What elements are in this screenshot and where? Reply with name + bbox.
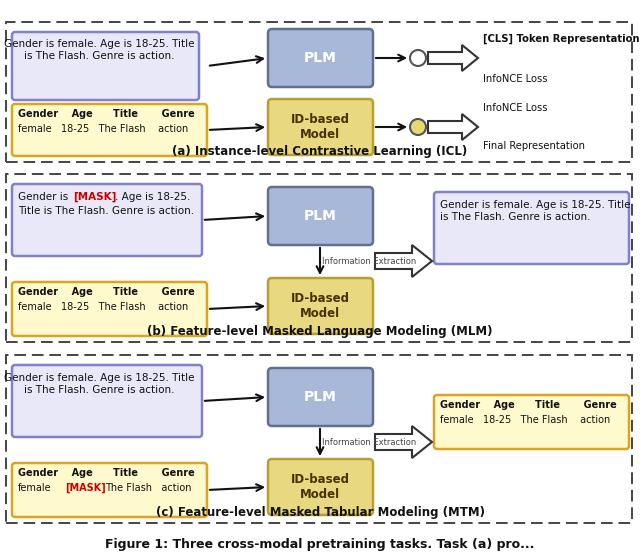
Text: Gender is female. Age is 18-25. Title
is The Flash. Genre is action.: Gender is female. Age is 18-25. Title is… xyxy=(4,39,195,60)
FancyBboxPatch shape xyxy=(434,395,629,449)
Text: PLM: PLM xyxy=(303,51,337,65)
Bar xyxy=(6,174,632,342)
Text: (c) Feature-level Masked Tabular Modeling (MTM): (c) Feature-level Masked Tabular Modelin… xyxy=(156,506,484,519)
Text: Information Extraction: Information Extraction xyxy=(322,257,416,266)
FancyBboxPatch shape xyxy=(12,282,207,336)
Text: ID-based
Model: ID-based Model xyxy=(291,473,349,501)
Text: Figure 1: Three cross-modal pretraining tasks. Task (a) pro...: Figure 1: Three cross-modal pretraining … xyxy=(106,538,534,551)
FancyBboxPatch shape xyxy=(268,368,373,426)
FancyBboxPatch shape xyxy=(268,459,373,515)
FancyBboxPatch shape xyxy=(268,187,373,245)
FancyBboxPatch shape xyxy=(12,463,207,517)
Text: Title is The Flash. Genre is action.: Title is The Flash. Genre is action. xyxy=(18,206,194,216)
Polygon shape xyxy=(428,45,478,71)
Bar xyxy=(6,355,632,523)
Text: PLM: PLM xyxy=(303,209,337,223)
FancyBboxPatch shape xyxy=(12,365,202,437)
Bar xyxy=(6,22,632,162)
Text: Gender    Age      Title       Genre: Gender Age Title Genre xyxy=(18,468,195,478)
FancyBboxPatch shape xyxy=(268,29,373,87)
Text: InfoNCE Loss: InfoNCE Loss xyxy=(483,74,547,84)
Text: ID-based
Model: ID-based Model xyxy=(291,292,349,320)
FancyBboxPatch shape xyxy=(434,192,629,264)
Text: female: female xyxy=(18,483,52,493)
Text: The Flash   action: The Flash action xyxy=(105,483,191,493)
Text: female   18-25   The Flash    action: female 18-25 The Flash action xyxy=(18,124,188,134)
Text: (a) Instance-level Contrastive Learning (ICL): (a) Instance-level Contrastive Learning … xyxy=(172,145,468,158)
Text: Gender    Age      Title       Genre: Gender Age Title Genre xyxy=(18,109,195,119)
FancyBboxPatch shape xyxy=(12,32,199,100)
Circle shape xyxy=(410,50,426,66)
Text: . Age is 18-25.: . Age is 18-25. xyxy=(115,192,190,202)
Text: Gender is female. Age is 18-25. Title
is The Flash. Genre is action.: Gender is female. Age is 18-25. Title is… xyxy=(4,373,195,395)
Polygon shape xyxy=(375,245,432,277)
Text: female   18-25   The Flash    action: female 18-25 The Flash action xyxy=(440,415,611,425)
FancyBboxPatch shape xyxy=(268,278,373,334)
Text: [MASK]: [MASK] xyxy=(65,483,106,493)
Text: InfoNCE Loss: InfoNCE Loss xyxy=(483,103,547,113)
Polygon shape xyxy=(428,114,478,140)
FancyBboxPatch shape xyxy=(12,104,207,156)
Circle shape xyxy=(410,119,426,135)
Text: Information Extraction: Information Extraction xyxy=(322,438,416,447)
Text: Gender is: Gender is xyxy=(18,192,72,202)
Text: female   18-25   The Flash    action: female 18-25 The Flash action xyxy=(18,302,188,312)
Text: [MASK]: [MASK] xyxy=(73,192,116,202)
Text: [CLS] Token Representation: [CLS] Token Representation xyxy=(483,34,639,44)
Text: PLM: PLM xyxy=(303,390,337,404)
Text: (b) Feature-level Masked Language Modeling (MLM): (b) Feature-level Masked Language Modeli… xyxy=(147,325,493,338)
Text: Final Representation: Final Representation xyxy=(483,141,585,151)
Text: Gender is female. Age is 18-25. Title
is The Flash. Genre is action.: Gender is female. Age is 18-25. Title is… xyxy=(440,200,630,222)
Text: Gender    Age      Title       Genre: Gender Age Title Genre xyxy=(18,287,195,297)
Text: ID-based
Model: ID-based Model xyxy=(291,113,349,141)
Text: Gender    Age      Title       Genre: Gender Age Title Genre xyxy=(440,400,617,410)
FancyBboxPatch shape xyxy=(268,99,373,155)
Polygon shape xyxy=(375,426,432,458)
FancyBboxPatch shape xyxy=(12,184,202,256)
